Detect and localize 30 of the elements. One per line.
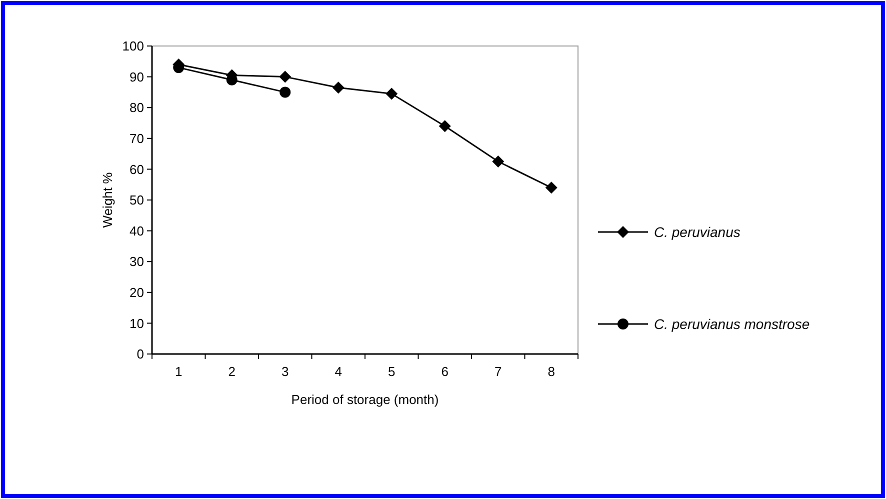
x-tick-label: 6 — [441, 364, 448, 379]
point — [545, 182, 558, 194]
y-tick-label: 0 — [136, 346, 144, 362]
x-tick-label: 4 — [334, 364, 342, 379]
y-tick-label: 30 — [130, 254, 144, 270]
point — [492, 156, 504, 168]
y-tick-label: 90 — [130, 69, 144, 84]
point — [332, 82, 344, 94]
legend-label: C. peruvianus — [654, 224, 740, 240]
y-tick-label: 40 — [130, 223, 144, 238]
point — [386, 88, 398, 100]
x-tick-label: 8 — [548, 364, 555, 379]
y-tick-label: 10 — [130, 316, 144, 331]
y-tick-label: 80 — [130, 100, 144, 116]
x-axis-title: Period of storage (month) — [291, 392, 439, 407]
point — [280, 86, 291, 98]
y-tick-label: 60 — [130, 162, 144, 177]
x-tick-label: 2 — [228, 364, 236, 379]
y-tick-label: 20 — [130, 284, 144, 300]
x-tick-label: 3 — [282, 364, 289, 379]
x-tick-label: 7 — [494, 364, 502, 379]
x-tick-label: 5 — [388, 364, 396, 379]
y-tick-label: 50 — [130, 192, 144, 208]
point — [279, 70, 292, 83]
point — [438, 120, 451, 132]
x-tick-label: 1 — [175, 364, 182, 379]
legend-label: C. peruvianus monstrose — [654, 316, 810, 332]
y-tick-label: 70 — [130, 130, 144, 146]
y-tick-label: 100 — [122, 38, 144, 54]
y-axis-title: Weight % — [100, 172, 115, 228]
